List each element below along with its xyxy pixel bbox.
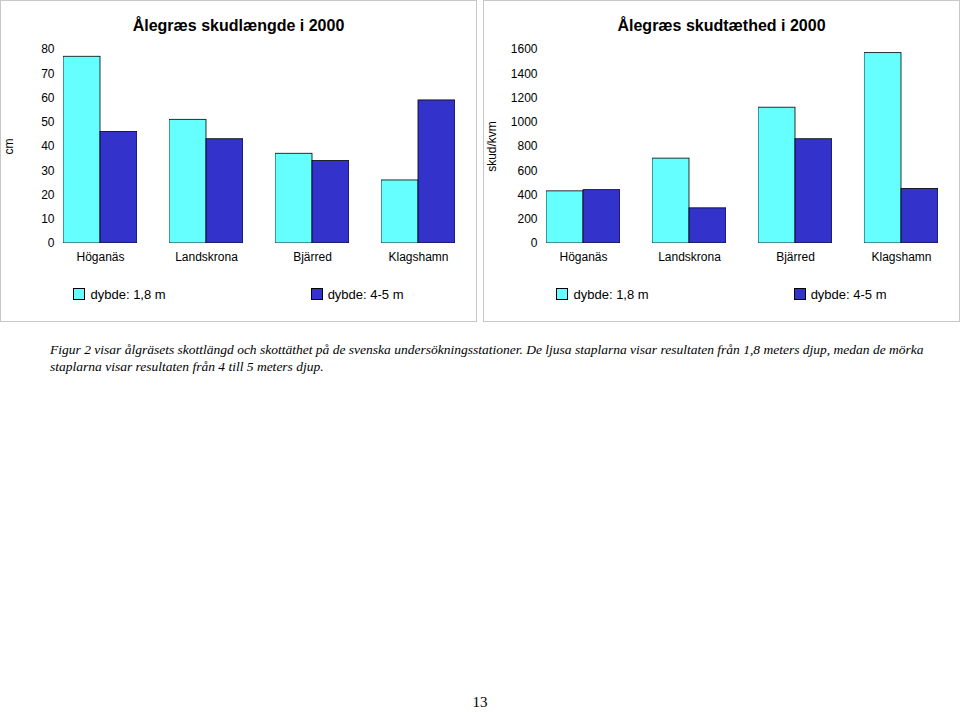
svg-text:80: 80 xyxy=(41,42,55,56)
svg-text:60: 60 xyxy=(41,91,55,105)
svg-text:Höganäs: Höganäs xyxy=(559,250,607,264)
svg-text:40: 40 xyxy=(41,139,55,153)
html-text:dybde: 1,8 m: dybde: 1,8 m xyxy=(573,287,649,302)
html-text:13: 13 xyxy=(472,694,488,710)
svg-text:200: 200 xyxy=(517,212,537,226)
svg-text:1200: 1200 xyxy=(511,91,538,105)
svg-text:Landskrona: Landskrona xyxy=(175,250,238,264)
html-text:dybde: 4-5 m: dybde: 4-5 m xyxy=(327,287,404,302)
svg-text:1000: 1000 xyxy=(511,115,538,129)
svg-text:skud/kvm: skud/kvm xyxy=(485,121,499,172)
svg-text:20: 20 xyxy=(41,188,55,202)
svg-text:Klagshamn: Klagshamn xyxy=(871,250,931,264)
html-text:Figur 2 visar ålgräsets skottl: Figur 2 visar ålgräsets skottlängd och s… xyxy=(50,342,924,374)
svg-text:Bjärred: Bjärred xyxy=(776,250,815,264)
html-text:Ålegræs skudtæthed i 2000: Ålegræs skudtæthed i 2000 xyxy=(617,17,826,34)
svg-text:30: 30 xyxy=(41,164,55,178)
svg-text:400: 400 xyxy=(517,188,537,202)
html-text:Ålegræs skudlængde i 2000: Ålegræs skudlængde i 2000 xyxy=(132,17,345,34)
svg-text:800: 800 xyxy=(517,139,537,153)
svg-text:0: 0 xyxy=(48,236,55,250)
svg-text:Bjärred: Bjärred xyxy=(293,250,332,264)
svg-text:cm: cm xyxy=(2,139,16,155)
svg-text:Klagshamn: Klagshamn xyxy=(388,250,448,264)
svg-text:Höganäs: Höganäs xyxy=(76,250,124,264)
svg-text:Landskrona: Landskrona xyxy=(658,250,721,264)
html-text:dybde: 4-5 m: dybde: 4-5 m xyxy=(810,287,887,302)
svg-text:1400: 1400 xyxy=(511,67,538,81)
html-text:dybde: 1,8 m: dybde: 1,8 m xyxy=(90,287,166,302)
svg-text:50: 50 xyxy=(41,115,55,129)
svg-text:0: 0 xyxy=(531,236,538,250)
svg-text:70: 70 xyxy=(41,67,55,81)
svg-text:1600: 1600 xyxy=(511,42,538,56)
svg-text:10: 10 xyxy=(41,212,55,226)
svg-text:600: 600 xyxy=(517,164,537,178)
